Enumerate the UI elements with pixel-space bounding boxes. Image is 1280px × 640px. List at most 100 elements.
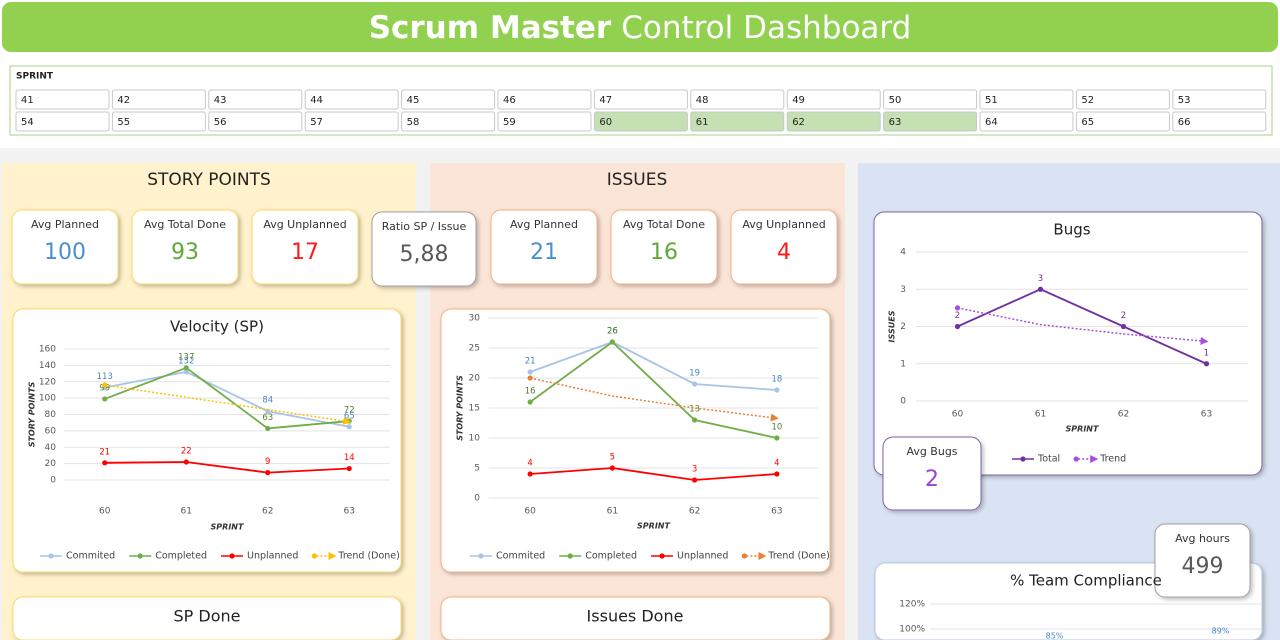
header-title-light: Control Dashboard bbox=[621, 10, 911, 46]
data-label: 3 bbox=[692, 465, 697, 475]
series-line bbox=[529, 340, 778, 439]
slicer-button[interactable] bbox=[497, 89, 592, 110]
slicer-button-label: 61 bbox=[696, 117, 709, 128]
data-label: 13 bbox=[689, 405, 700, 415]
series-line bbox=[104, 461, 350, 474]
y-axis-label: ISSUES bbox=[888, 310, 897, 342]
header-bar bbox=[2, 2, 1278, 52]
slicer-button[interactable] bbox=[304, 111, 399, 132]
legend-marker bbox=[229, 553, 235, 559]
kpi-label: Avg Total Done bbox=[623, 218, 705, 231]
slicer-button[interactable] bbox=[15, 111, 110, 132]
slicer-button-label: 58 bbox=[407, 117, 420, 128]
slicer-button-label: 64 bbox=[985, 117, 998, 128]
x-tick-label: 63 bbox=[344, 507, 355, 517]
kpi-value: 4 bbox=[777, 240, 791, 265]
slicer-button[interactable] bbox=[1172, 89, 1267, 110]
data-label: 21 bbox=[525, 357, 536, 367]
kpi-card bbox=[1154, 523, 1251, 598]
data-label: 2 bbox=[1121, 311, 1126, 321]
y-tick-label: 1 bbox=[900, 359, 906, 369]
series-marker bbox=[183, 459, 189, 465]
kpi-card bbox=[371, 211, 477, 287]
slicer-button[interactable] bbox=[15, 89, 110, 110]
kpi-label: Avg Unplanned bbox=[742, 218, 825, 231]
legend-marker bbox=[741, 553, 748, 559]
y-tick-label: 20 bbox=[45, 459, 57, 469]
kpi-value: 499 bbox=[1182, 554, 1224, 579]
series-line bbox=[957, 288, 1207, 365]
kpi-card bbox=[730, 209, 838, 285]
slicer-button[interactable] bbox=[208, 111, 303, 132]
series-line bbox=[104, 366, 350, 430]
kpi-card bbox=[490, 209, 598, 285]
y-axis-label: STORY POINTS bbox=[28, 381, 37, 447]
kpi-card bbox=[882, 436, 982, 511]
slicer-button[interactable] bbox=[497, 111, 592, 132]
legend-marker bbox=[137, 553, 143, 559]
series-marker bbox=[954, 305, 961, 311]
slicer-button[interactable] bbox=[593, 111, 688, 132]
slicer-button[interactable] bbox=[979, 89, 1074, 110]
slicer-button[interactable] bbox=[111, 111, 206, 132]
y-tick-label: 140 bbox=[39, 361, 56, 371]
y-axis-label: STORY POINTS bbox=[456, 375, 465, 441]
data-label: 84 bbox=[262, 396, 273, 406]
slicer-button[interactable] bbox=[690, 89, 785, 110]
series-marker bbox=[609, 465, 615, 471]
slicer-button[interactable] bbox=[593, 89, 688, 110]
chart-card bbox=[440, 308, 831, 573]
data-label: 72 bbox=[344, 406, 355, 416]
series-marker bbox=[265, 425, 271, 432]
data-label: 26 bbox=[607, 327, 618, 337]
slicer-button-label: 56 bbox=[214, 117, 227, 128]
legend-marker bbox=[48, 553, 54, 559]
data-label: 3 bbox=[1038, 274, 1043, 284]
x-tick-label: 61 bbox=[607, 507, 618, 517]
data-label: 16 bbox=[525, 387, 536, 397]
y-tick-label: 30 bbox=[469, 314, 481, 324]
legend-marker bbox=[478, 553, 484, 559]
slicer-button[interactable] bbox=[1075, 111, 1170, 132]
series-line bbox=[104, 384, 352, 425]
data-label: 1 bbox=[1204, 348, 1209, 358]
chart-card bbox=[12, 596, 402, 640]
series-marker bbox=[954, 323, 961, 330]
y-tick-label: 15 bbox=[469, 404, 480, 414]
series-line bbox=[957, 307, 1209, 345]
slicer-button[interactable] bbox=[1075, 89, 1170, 110]
y-tick-label: 120 bbox=[39, 377, 56, 387]
y-tick-label: 160 bbox=[39, 345, 56, 355]
slicer-button-label: 46 bbox=[503, 95, 516, 106]
slicer-button[interactable] bbox=[690, 111, 785, 132]
data-label: 18 bbox=[771, 375, 782, 385]
y-tick-label: 0 bbox=[50, 476, 56, 486]
series-line bbox=[104, 370, 350, 428]
slicer-button-label: 65 bbox=[1081, 117, 1094, 128]
x-axis-label: SPRINT bbox=[637, 522, 670, 531]
slicer-button[interactable] bbox=[304, 89, 399, 110]
x-tick-label: 62 bbox=[689, 507, 700, 517]
slicer-button[interactable] bbox=[111, 89, 206, 110]
slicer-button[interactable] bbox=[208, 89, 303, 110]
slicer-button[interactable] bbox=[1172, 111, 1267, 132]
kpi-value: 17 bbox=[291, 240, 319, 265]
data-label: 2 bbox=[955, 311, 960, 321]
series-marker bbox=[692, 381, 698, 387]
section-title: ISSUES bbox=[607, 170, 668, 190]
slicer-button[interactable] bbox=[883, 111, 978, 132]
slicer-button[interactable] bbox=[401, 89, 496, 110]
slicer-button-label: 49 bbox=[792, 95, 805, 106]
series-marker bbox=[102, 396, 108, 402]
chart-card bbox=[440, 596, 831, 640]
data-label: 5 bbox=[610, 453, 615, 463]
slicer-button-label: 52 bbox=[1081, 95, 1094, 106]
slicer-button[interactable] bbox=[786, 111, 881, 132]
slicer-button[interactable] bbox=[883, 89, 978, 110]
slicer-button[interactable] bbox=[786, 89, 881, 110]
slicer-button[interactable] bbox=[401, 111, 496, 132]
y-tick-label: 10 bbox=[469, 434, 481, 444]
slicer-button[interactable] bbox=[979, 111, 1074, 132]
data-label: 137 bbox=[178, 352, 194, 362]
